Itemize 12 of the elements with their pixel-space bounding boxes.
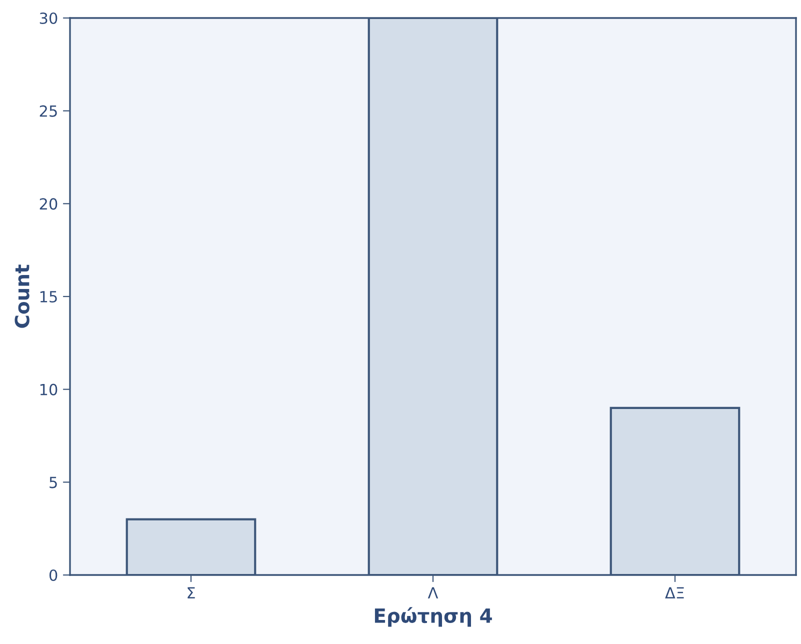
y-tick-label: 15 xyxy=(40,291,57,303)
y-tick-label: 30 xyxy=(40,12,58,24)
y-tick-label: 5 xyxy=(50,476,57,488)
x-axis-title: Ερώτηση 4 xyxy=(374,607,492,627)
y-tick-label: 0 xyxy=(49,569,58,582)
x-tick-label: ΔΞ xyxy=(665,587,684,598)
y-tick-label: 10 xyxy=(40,384,58,396)
x-tick-label: Λ xyxy=(428,587,438,598)
y-tick-label: 20 xyxy=(40,198,58,210)
y-tick-label: 25 xyxy=(40,105,57,117)
y-axis-title: Count xyxy=(14,264,30,328)
x-tick-label: Σ xyxy=(188,587,195,598)
